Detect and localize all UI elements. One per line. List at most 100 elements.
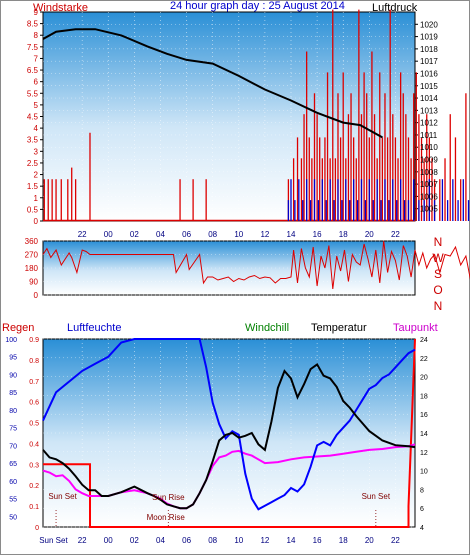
chart-title: 24 hour graph day : 25 August 2014 — [170, 0, 345, 12]
dir-tick-label: 90 — [29, 278, 38, 287]
sunrise-annotation: Sun Rise — [152, 493, 185, 502]
hum-tick-label: 85 — [9, 390, 17, 397]
rain-line — [43, 338, 416, 528]
pressure-tick-label: 1018 — [420, 45, 438, 54]
sunset-annotation-2: Sun Set — [362, 492, 391, 501]
regen-label: Regen — [2, 322, 34, 334]
wind-tick-label: 6.5 — [27, 66, 39, 75]
hum-tick-label: 80 — [9, 408, 17, 415]
dir-tick-label: 180 — [25, 264, 39, 273]
pressure-tick-label: 1008 — [420, 168, 438, 177]
wind-x-label: 02 — [130, 230, 139, 239]
humidity-line — [42, 338, 416, 511]
data-layer — [42, 9, 470, 528]
wind-tick-label: 2 — [34, 171, 39, 180]
rain-tick-label: 0.1 — [29, 504, 39, 511]
wind-tick-label: 9 — [34, 8, 39, 17]
compass-label: W — [432, 251, 444, 265]
temp-x-label: Sun Set — [39, 536, 68, 545]
temp-x-label: 22 — [78, 536, 87, 545]
pressure-tick-label: 1009 — [420, 156, 438, 165]
wind-x-label: 00 — [104, 230, 113, 239]
pressure-tick-label: 1017 — [420, 57, 438, 66]
right-axis-title: Luftdruck — [372, 2, 418, 14]
direction-line — [42, 240, 470, 290]
temp-x-label: 16 — [313, 536, 322, 545]
rain-tick-label: 0.3 — [29, 462, 39, 469]
rain-tick-label: 0.8 — [29, 358, 39, 365]
hum-tick-label: 90 — [9, 372, 17, 379]
rain-tick-label: 0 — [35, 525, 39, 532]
pressure-tick-label: 1019 — [420, 33, 438, 42]
wind-tick-label: 8.5 — [27, 20, 39, 29]
wind-x-label: 08 — [208, 230, 217, 239]
temp-x-label: 18 — [339, 536, 348, 545]
temp-tick-label: 14 — [420, 431, 428, 438]
temperature-line — [42, 362, 416, 510]
wind-tick-label: 6 — [34, 78, 39, 87]
compass-label: S — [434, 267, 442, 281]
wind-tick-label: 7 — [34, 54, 39, 63]
wind-panel — [42, 11, 416, 222]
wind-tick-label: 0 — [34, 217, 39, 226]
temp-tick-label: 8 — [420, 487, 424, 494]
hum-tick-label: 65 — [9, 461, 17, 468]
temp-x-label: 20 — [365, 536, 374, 545]
compass-label: N — [434, 235, 443, 249]
wind-tick-label: 5.5 — [27, 89, 39, 98]
hum-tick-label: 70 — [9, 443, 17, 450]
temp-x-label: 22 — [391, 536, 400, 545]
temp-tick-label: 22 — [420, 356, 428, 363]
wind-tick-label: 5 — [34, 101, 39, 110]
pressure-line — [42, 28, 383, 139]
hum-tick-label: 100 — [5, 337, 17, 344]
sunset-annotation-1: Sun Set — [48, 492, 77, 501]
wind-tick-label: 4.5 — [27, 113, 39, 122]
hum-tick-label: 95 — [9, 355, 17, 362]
pressure-tick-label: 1011 — [420, 131, 438, 140]
rain-tick-label: 0.4 — [29, 441, 39, 448]
luftfeuchte-label: Luftfeuchte — [67, 322, 121, 334]
compass-label: O — [433, 283, 442, 297]
wind-tick-label: 1.5 — [27, 182, 39, 191]
moonrise-annotation: Moon Rise — [147, 513, 186, 522]
temp-tick-label: 6 — [420, 506, 424, 513]
wind-x-label: 14 — [287, 230, 296, 239]
pressure-tick-label: 1014 — [420, 94, 438, 103]
temp-x-label: 00 — [104, 536, 113, 545]
pressure-tick-label: 1020 — [420, 20, 438, 29]
wind-x-label: 22 — [391, 230, 400, 239]
hum-tick-label: 55 — [9, 497, 17, 504]
wind-x-label: 10 — [234, 230, 243, 239]
wind-x-label: 16 — [313, 230, 322, 239]
temp-x-label: 10 — [234, 536, 243, 545]
dir-tick-label: 0 — [34, 291, 39, 300]
pressure-tick-label: 1007 — [420, 180, 438, 189]
temp-x-label: 06 — [182, 536, 191, 545]
wind-x-label: 12 — [260, 230, 269, 239]
rain-tick-label: 0.9 — [29, 337, 39, 344]
wind-x-label: 06 — [182, 230, 191, 239]
rain-tick-label: 0.6 — [29, 400, 39, 407]
pressure-tick-label: 1005 — [420, 205, 438, 214]
wind-tick-label: 0.5 — [27, 205, 39, 214]
temp-tick-label: 16 — [420, 412, 428, 419]
temp-tick-label: 18 — [420, 393, 428, 400]
windchill-label: Windchill — [245, 322, 289, 334]
temp-tick-label: 24 — [420, 337, 428, 344]
wind-tick-label: 2.5 — [27, 159, 39, 168]
compass-label: N — [434, 299, 443, 313]
temp-x-label: 14 — [287, 536, 296, 545]
wind-tick-label: 7.5 — [27, 43, 39, 52]
direction-panel — [42, 240, 416, 296]
temp-tick-label: 20 — [420, 375, 428, 382]
wind-x-label: 04 — [156, 230, 165, 239]
temp-x-label: 04 — [156, 536, 165, 545]
pressure-tick-label: 1013 — [420, 106, 438, 115]
left-axis-title: Windstarke — [33, 2, 88, 14]
pressure-tick-label: 1006 — [420, 192, 438, 201]
hum-tick-label: 75 — [9, 426, 17, 433]
rain-tick-label: 0.7 — [29, 379, 39, 386]
wind-x-label: 20 — [365, 230, 374, 239]
